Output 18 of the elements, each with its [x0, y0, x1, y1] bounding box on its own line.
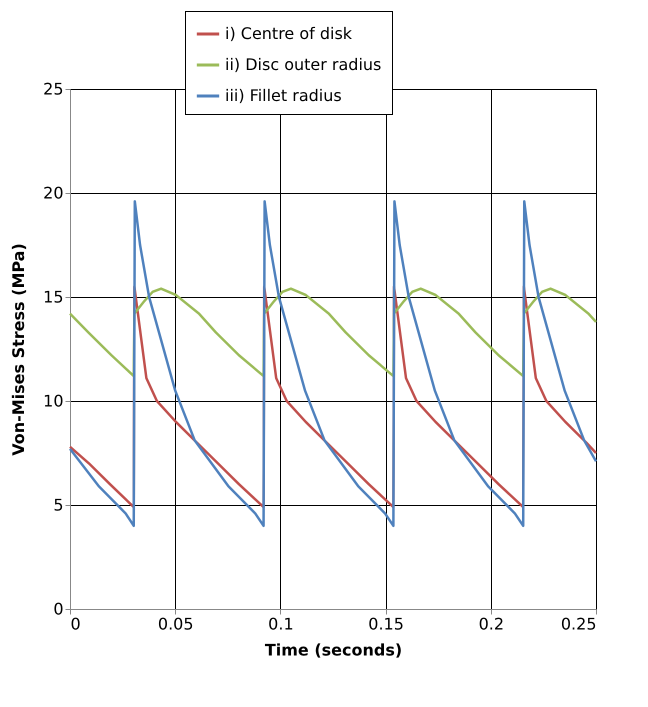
x-tick-label: 0.05 [158, 614, 194, 634]
legend-label: iii) Fillet radius [225, 86, 342, 105]
y-tick-label: 0 [53, 600, 64, 618]
x-tick-label: 0 [70, 614, 81, 634]
x-tick-label: 0.1 [268, 614, 294, 634]
line-series [68, 200, 598, 528]
x-tick-label: 0.15 [368, 614, 404, 634]
y-tick-label: 20 [43, 184, 64, 202]
y-axis-title: Von-Mises Stress (MPa) [9, 243, 28, 456]
x-axis-title: Time (seconds) [264, 640, 402, 660]
y-tick-label: 10 [43, 392, 64, 410]
y-tick-label: 25 [43, 80, 64, 98]
legend-label: ii) Disc outer radius [225, 55, 382, 74]
y-tick-label: 15 [43, 288, 64, 306]
x-tick-label: 0.2 [478, 614, 504, 634]
legend-label: i) Centre of disk [225, 24, 353, 43]
y-tick-label: 5 [53, 496, 64, 514]
x-tick-label: 0.25 [560, 614, 596, 634]
